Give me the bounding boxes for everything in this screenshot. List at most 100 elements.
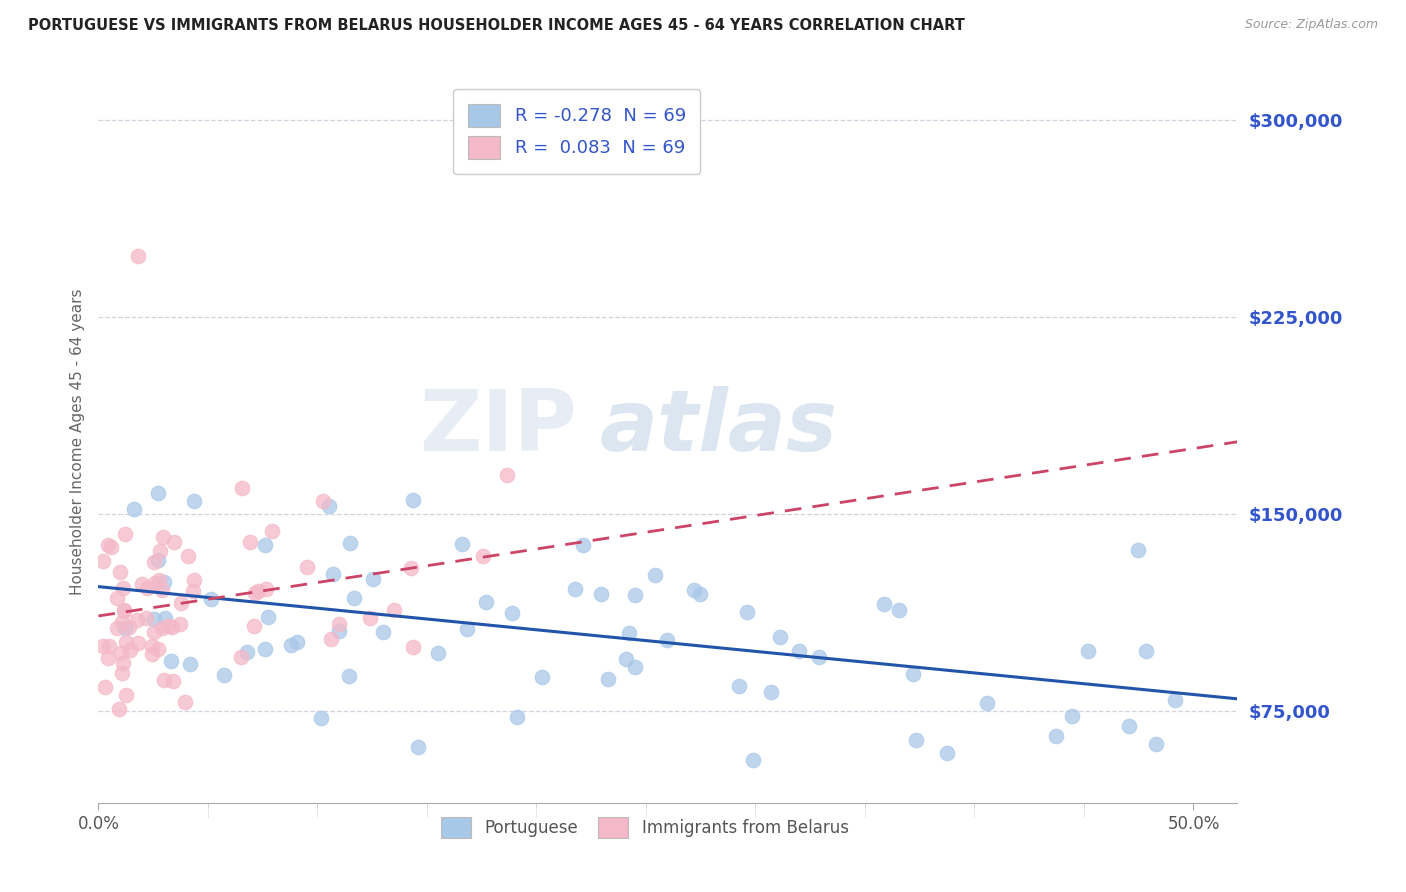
Point xyxy=(108,702,131,716)
Point xyxy=(591,587,613,601)
Point xyxy=(174,695,197,709)
Point xyxy=(114,621,136,635)
Point xyxy=(183,493,205,508)
Point xyxy=(295,559,318,574)
Point xyxy=(337,669,360,683)
Point xyxy=(115,635,138,649)
Point xyxy=(285,635,308,649)
Point xyxy=(475,594,498,608)
Point xyxy=(309,711,332,725)
Point xyxy=(239,535,262,549)
Point xyxy=(1144,737,1167,751)
Point xyxy=(901,667,924,681)
Point xyxy=(339,536,361,550)
Point xyxy=(735,606,758,620)
Point xyxy=(110,646,132,660)
Point xyxy=(382,603,405,617)
Point xyxy=(127,249,149,263)
Point xyxy=(728,679,751,693)
Point xyxy=(328,624,350,638)
Point xyxy=(769,630,792,644)
Point xyxy=(163,535,186,549)
Point xyxy=(472,549,495,564)
Point xyxy=(328,616,350,631)
Point xyxy=(177,549,200,564)
Point xyxy=(146,553,169,567)
Point xyxy=(162,620,184,634)
Point xyxy=(935,746,957,760)
Point xyxy=(655,633,678,648)
Point xyxy=(200,591,222,606)
Point xyxy=(169,617,191,632)
Point xyxy=(152,530,174,544)
Point xyxy=(110,565,132,579)
Point xyxy=(322,567,344,582)
Point xyxy=(596,672,619,686)
Point xyxy=(235,645,257,659)
Point xyxy=(247,584,270,599)
Point xyxy=(253,641,276,656)
Point xyxy=(807,650,830,665)
Point xyxy=(904,732,927,747)
Point xyxy=(456,622,478,636)
Point xyxy=(506,710,529,724)
Point xyxy=(131,577,153,591)
Point xyxy=(564,582,586,596)
Point xyxy=(111,615,134,630)
Point xyxy=(94,680,117,694)
Point xyxy=(97,651,120,665)
Point xyxy=(761,685,783,699)
Point xyxy=(451,536,474,550)
Point xyxy=(402,640,425,654)
Text: PORTUGUESE VS IMMIGRANTS FROM BELARUS HOUSEHOLDER INCOME AGES 45 - 64 YEARS CORR: PORTUGUESE VS IMMIGRANTS FROM BELARUS HO… xyxy=(28,18,965,33)
Point xyxy=(214,668,236,682)
Legend: Portuguese, Immigrants from Belarus: Portuguese, Immigrants from Belarus xyxy=(434,810,855,845)
Point xyxy=(135,582,157,596)
Point xyxy=(114,603,136,617)
Point xyxy=(112,604,135,618)
Point xyxy=(125,613,148,627)
Point xyxy=(153,610,176,624)
Point xyxy=(741,753,763,767)
Point xyxy=(1062,709,1084,723)
Point xyxy=(889,603,911,617)
Point xyxy=(1045,730,1067,744)
Point xyxy=(98,640,121,654)
Point xyxy=(623,588,645,602)
Y-axis label: Householder Income Ages 45 - 64 years: Householder Income Ages 45 - 64 years xyxy=(69,288,84,595)
Point xyxy=(105,622,128,636)
Text: Source: ZipAtlas.com: Source: ZipAtlas.com xyxy=(1244,18,1378,31)
Point xyxy=(170,596,193,610)
Point xyxy=(157,619,180,633)
Point xyxy=(149,543,172,558)
Point xyxy=(114,527,136,541)
Point xyxy=(399,561,422,575)
Point xyxy=(873,597,896,611)
Point xyxy=(402,492,425,507)
Point xyxy=(124,501,146,516)
Point xyxy=(406,739,429,754)
Point xyxy=(623,659,645,673)
Point xyxy=(280,638,302,652)
Point xyxy=(112,581,135,595)
Point xyxy=(183,573,205,587)
Point xyxy=(231,649,253,664)
Point xyxy=(321,632,343,646)
Point xyxy=(495,467,517,482)
Point xyxy=(231,481,253,495)
Point xyxy=(143,556,166,570)
Point xyxy=(146,642,169,657)
Point xyxy=(118,643,141,657)
Point xyxy=(146,485,169,500)
Point xyxy=(118,620,141,634)
Point xyxy=(1077,644,1099,658)
Point xyxy=(1164,693,1187,707)
Point xyxy=(426,646,449,660)
Point xyxy=(127,636,149,650)
Point xyxy=(153,673,176,688)
Point xyxy=(160,654,183,668)
Point xyxy=(343,591,366,605)
Point xyxy=(1126,542,1149,557)
Point xyxy=(115,688,138,702)
Point xyxy=(614,652,637,666)
